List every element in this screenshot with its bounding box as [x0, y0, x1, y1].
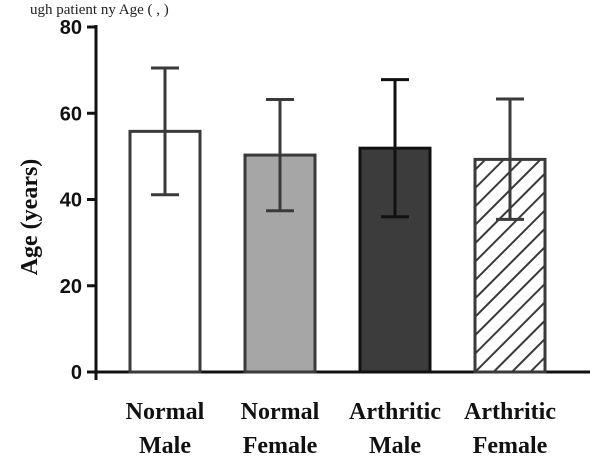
x-category-label: Male: [369, 433, 421, 459]
error-bar: [266, 97, 294, 213]
error-bar: [151, 66, 179, 197]
x-category-label: Male: [139, 433, 191, 459]
x-category-label: Arthritic: [349, 399, 441, 425]
x-category-label: Arthritic: [464, 399, 556, 425]
error-bar: [381, 78, 409, 219]
x-category-label: Female: [243, 433, 318, 459]
error-bar: [496, 97, 524, 221]
caption-fragment: ugh patient ny Age ( , ): [30, 2, 169, 18]
y-axis-title: Age (years): [17, 159, 43, 276]
category-labels: Normal Male Normal Female Arthritic Male Arthr…: [126, 399, 557, 459]
x-category-label: Normal: [126, 399, 205, 425]
y-tick-label: 40: [60, 190, 82, 212]
y-tick-label: 60: [60, 103, 82, 125]
error-bars: [151, 66, 524, 221]
y-tick-label: 80: [60, 17, 82, 39]
bars: [128, 129, 547, 374]
y-tick-label: 0: [71, 362, 82, 384]
bar: [358, 146, 432, 374]
y-tick-label: 20: [60, 276, 82, 298]
x-category-label: Female: [473, 433, 548, 459]
x-category-label: Normal: [241, 399, 320, 425]
bar: [128, 129, 202, 374]
